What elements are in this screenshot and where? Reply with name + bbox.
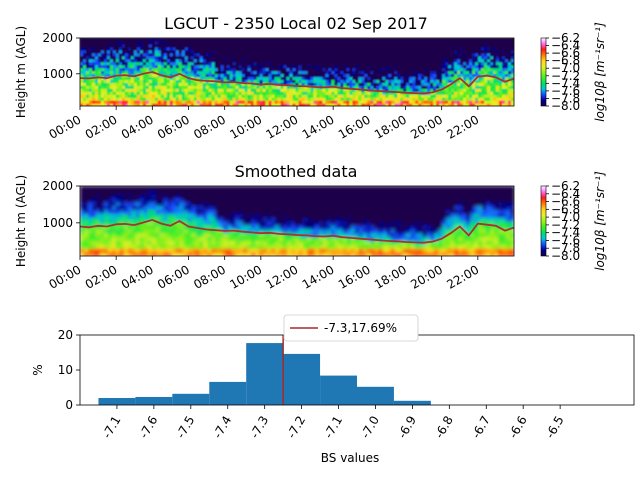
- x-tick-label: 16:00: [336, 112, 373, 141]
- x-tick-label: 10:00: [227, 262, 264, 291]
- x-tick-label: 14:00: [300, 112, 337, 141]
- colorbar-tick-label: −7.0: [551, 61, 580, 75]
- y-axis-1: 1000 2000: [42, 31, 80, 81]
- colorbar-tick-label: −6.2: [551, 31, 580, 45]
- histogram-x-axis: -7.1 -7.6 -7.5 -7.4 -7.3 -7.2 -7.1 -7.0 -6.9 -6.8…: [100, 405, 567, 441]
- histogram-bar: [320, 375, 357, 405]
- histogram-bar: [98, 398, 136, 405]
- histogram-x-tick-label: -7.6: [137, 414, 161, 441]
- x-tick-label: 04:00: [119, 262, 156, 291]
- histogram-y-tick-label: 20: [58, 328, 73, 342]
- histogram-x-tick-label: -7.0: [358, 414, 382, 441]
- figure-title: LGCUT - 2350 Local 02 Sep 2017: [164, 14, 428, 33]
- colorbar-tick-label: −7.6: [551, 84, 580, 98]
- colorbar-tick-label: −8.0: [551, 99, 580, 113]
- histogram-bar: [209, 381, 247, 405]
- histogram-y-tick-label: 0: [65, 398, 73, 412]
- histogram-x-tick-label: -7.3: [247, 414, 271, 441]
- x-tick-label: 12:00: [264, 262, 301, 291]
- colorbar-tick-label: −7.8: [551, 241, 580, 255]
- colorbar-tick-label: −6.6: [551, 46, 580, 60]
- mixing-layer-line-2: [80, 218, 514, 244]
- colorbar-2: −6.2−6.4−6.6−6.8−7.0−7.2−7.4−7.6−7.8−8.0…: [540, 171, 607, 271]
- colorbar-tick-label: −7.4: [551, 226, 580, 240]
- histogram-bar: [246, 343, 284, 405]
- colorbar-tick-label: −6.2: [551, 179, 580, 193]
- colorbar-tick-label: −6.4: [551, 39, 580, 53]
- histogram-bar: [393, 400, 431, 405]
- histogram: 0 10 20 -7.1 -7.6 -7.5 -7.4 -7.3 -7.2 -7.1 -7.0 -6…: [31, 314, 635, 465]
- colorbar-1: −6.2−6.4−6.6−6.8−7.0−7.2−7.4−7.6−7.8−8.0…: [540, 22, 607, 122]
- y-tick-label: 1000: [42, 67, 73, 81]
- mixing-layer-line-1: [80, 71, 514, 95]
- x-tick-label: 06:00: [155, 262, 192, 291]
- colorbar-label-1: log10β [m⁻¹sr⁻¹]: [593, 22, 607, 122]
- y-tick-label: 2000: [42, 179, 73, 193]
- x-tick-label: 14:00: [300, 262, 337, 291]
- histogram-x-tick-label: -7.1: [321, 414, 345, 441]
- y-tick-label: 2000: [42, 31, 73, 45]
- histogram-x-tick-label: -6.6: [506, 414, 530, 441]
- x-tick-label: 00:00: [47, 112, 84, 141]
- histogram-x-tick-label: -7.1: [100, 414, 124, 441]
- x-tick-label: 08:00: [191, 112, 228, 141]
- x-tick-label: 00:00: [47, 262, 84, 291]
- histogram-x-label: BS values: [321, 451, 379, 465]
- colorbar-ticks-1: −6.2−6.4−6.6−6.8−7.0−7.2−7.4−7.6−7.8−8.0: [546, 31, 580, 113]
- x-tick-label: 06:00: [155, 112, 192, 141]
- x-tick-label: 02:00: [83, 262, 120, 291]
- x-tick-label: 16:00: [336, 262, 373, 291]
- histogram-legend: -7.3,17.69%: [283, 314, 419, 342]
- y-axis-label-1: Height m (AGL): [14, 26, 28, 118]
- colorbar-tick-label: −6.4: [551, 187, 580, 201]
- histogram-bar: [135, 396, 173, 405]
- colorbar-tick-label: −7.8: [551, 91, 580, 105]
- x-tick-label: 08:00: [191, 262, 228, 291]
- x-tick-label: 18:00: [372, 112, 409, 141]
- x-tick-label: 04:00: [119, 112, 156, 141]
- histogram-legend-label: -7.3,17.69%: [324, 321, 397, 335]
- histogram-y-label: %: [31, 364, 45, 375]
- x-tick-label: 22:00: [444, 112, 481, 141]
- colorbar-tick-label: −6.8: [551, 54, 580, 68]
- colorbar-tick-label: −7.0: [551, 210, 580, 224]
- x-tick-label: 18:00: [372, 262, 409, 291]
- histogram-x-tick-label: -6.5: [543, 414, 567, 441]
- histogram-x-tick-label: -7.5: [174, 414, 198, 441]
- histogram-bar: [172, 393, 210, 405]
- histogram-x-tick-label: -6.8: [432, 414, 456, 441]
- histogram-x-tick-label: -7.2: [284, 414, 308, 441]
- x-tick-label: 20:00: [408, 112, 445, 141]
- colorbar-tick-label: −7.2: [551, 218, 580, 232]
- colorbar-label-2: log10β [m⁻¹sr⁻¹]: [593, 171, 607, 271]
- histogram-x-tick-label: -6.9: [395, 414, 419, 441]
- colorbar-tick-label: −6.8: [551, 202, 580, 216]
- histogram-bar: [357, 386, 394, 405]
- colorbar-ticks-2: −6.2−6.4−6.6−6.8−7.0−7.2−7.4−7.6−7.8−8.0: [546, 179, 580, 263]
- colorbar-tick-label: −7.6: [551, 233, 580, 247]
- histogram-y-axis: 0 10 20: [58, 328, 80, 412]
- histogram-y-tick-label: 10: [58, 363, 73, 377]
- x-tick-label: 22:00: [444, 262, 481, 291]
- colorbar-tick-label: −7.4: [551, 76, 580, 90]
- y-tick-label: 1000: [42, 216, 73, 230]
- x-tick-label: 20:00: [408, 262, 445, 291]
- histogram-x-tick-label: -6.7: [469, 414, 493, 441]
- x-axis-1: 00:00 02:00 04:00 06:00 08:00 10:00 12:00 14:00…: [47, 106, 481, 142]
- y-axis-2: 1000 2000: [42, 179, 80, 230]
- colorbar-tick-label: −8.0: [551, 249, 580, 263]
- panel-2-title: Smoothed data: [235, 162, 358, 181]
- histogram-bar: [283, 353, 321, 405]
- x-tick-label: 10:00: [227, 112, 264, 141]
- colorbar-tick-label: −6.6: [551, 195, 580, 209]
- colorbar-tick-label: −7.2: [551, 69, 580, 83]
- x-axis-2: 00:00 02:00 04:00 06:00 08:00 10:00 12:00 14:00…: [47, 256, 481, 292]
- x-tick-label: 02:00: [83, 112, 120, 141]
- x-tick-label: 12:00: [264, 112, 301, 141]
- y-axis-label-2: Height m (AGL): [14, 175, 28, 267]
- histogram-x-tick-label: -7.4: [210, 414, 234, 441]
